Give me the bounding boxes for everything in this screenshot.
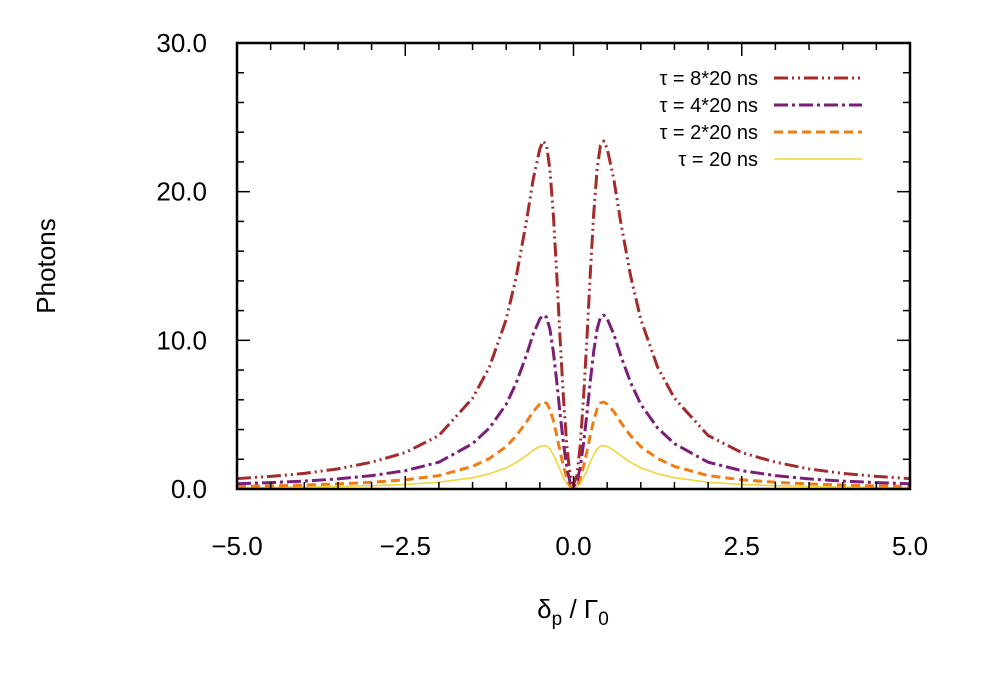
x-axis-title-symbol-subscript: p: [552, 609, 563, 630]
legend-label-4: τ = 20 ns: [678, 149, 758, 171]
legend-label-1: τ = 8*20 ns: [659, 68, 758, 90]
x-axis-title: δp / Γ0: [537, 594, 609, 630]
series-line-1: [236, 139, 911, 486]
x-axis-title-denominator-subscript: 0: [598, 609, 609, 630]
y-tick-label: 10.0: [156, 325, 207, 355]
series-layer: [236, 139, 911, 490]
x-axis-title-denominator: Γ: [584, 594, 598, 624]
x-tick-label: 5.0: [892, 531, 928, 561]
x-axis-title-symbol: δ: [537, 594, 551, 624]
legend-label-2: τ = 4*20 ns: [659, 95, 758, 117]
x-tick-label: −5.0: [211, 531, 262, 561]
plot-frame: [235, 41, 912, 491]
x-axis-title-separator: /: [562, 594, 584, 624]
y-tick-label: 30.0: [156, 28, 207, 58]
x-tick-label: 0.0: [555, 531, 591, 561]
y-tick-label: 20.0: [156, 177, 207, 207]
x-tick-label: 2.5: [724, 531, 760, 561]
y-axis-title: Photons: [31, 218, 61, 313]
legend: τ = 8*20 ns τ = 4*20 ns τ = 2*20 ns τ = 20 …: [659, 68, 862, 171]
tick-layer: −5.0 −2.5 0.0 2.5 5.0 0.0 10.0 20.0 30.0: [156, 28, 928, 561]
series-line-3: [236, 400, 911, 490]
series-line-2: [236, 313, 911, 489]
legend-label-3: τ = 2*20 ns: [659, 122, 758, 144]
y-tick-label: 0.0: [171, 474, 207, 504]
x-tick-label: −2.5: [380, 531, 431, 561]
